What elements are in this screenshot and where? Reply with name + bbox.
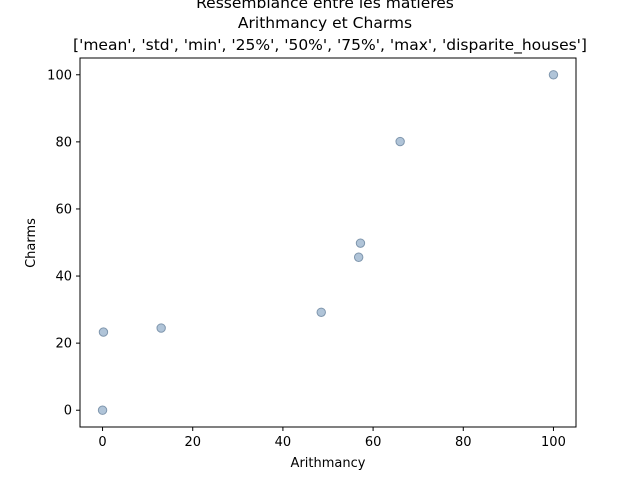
data-point (98, 327, 109, 337)
data-point (548, 70, 559, 80)
data-points (97, 70, 559, 415)
y-tick-label: 20 (55, 337, 72, 352)
y-tick-label: 60 (55, 202, 72, 217)
data-point (97, 405, 108, 415)
data-point (316, 307, 326, 317)
chart-title-line-1: Ressemblance entre les matières (196, 0, 454, 12)
y-tick-label: 0 (64, 404, 72, 419)
y-tick-label: 100 (47, 68, 72, 83)
y-axis-ticks: 0 20 40 60 80 100 (47, 68, 80, 419)
data-point (355, 238, 366, 248)
x-tick-label: 100 (541, 435, 566, 450)
chart-title: Ressemblance entre les matières Arithman… (73, 0, 587, 55)
chart-title-line-3: ['mean', 'std', 'min', '25%', '50%', '75… (73, 36, 587, 55)
data-point (395, 136, 405, 147)
chart-title-line-2: Arithmancy et Charms (238, 14, 412, 32)
data-point (156, 323, 166, 333)
y-tick-label: 80 (55, 135, 72, 150)
plot-area (79, 57, 577, 428)
y-tick-label: 40 (55, 270, 72, 285)
x-axis-label: Arithmancy (291, 456, 366, 471)
x-tick-label: 40 (275, 435, 292, 450)
x-tick-label: 20 (184, 435, 201, 450)
data-point (353, 252, 364, 262)
x-axis-ticks: 0 20 40 60 80 100 (98, 427, 566, 450)
x-tick-label: 0 (98, 435, 106, 450)
x-tick-label: 60 (365, 435, 382, 450)
y-axis-label: Charms (24, 218, 39, 268)
x-tick-label: 80 (455, 435, 472, 450)
